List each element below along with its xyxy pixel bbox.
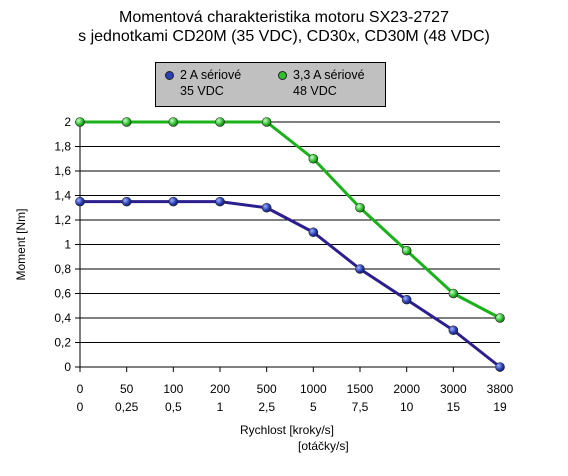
y-tick-label: 0,2	[54, 336, 71, 350]
x-tick-label-secondary: 2,5	[258, 400, 275, 414]
legend-label-series-1: 2 A sériové	[180, 68, 242, 82]
data-point-series-2	[495, 313, 505, 323]
legend-item-series-2: 3,3 A sériové 48 VDC	[278, 67, 365, 99]
data-point-series-1	[168, 196, 179, 207]
y-tick-label: 1,6	[54, 164, 71, 178]
chart-subtitle: s jednotkami CD20M (35 VDC), CD30x, CD30…	[78, 28, 490, 45]
x-tick-label: 1000	[300, 382, 327, 396]
legend-marker-series-1	[165, 71, 174, 80]
x-axis-label-secondary: [otáčky/s]	[298, 439, 349, 453]
series-line-1	[80, 200, 501, 369]
y-tick-label: 2	[64, 115, 71, 129]
x-tick-label: 0	[77, 382, 84, 396]
data-point-series-2	[75, 117, 85, 127]
x-tick-label-secondary: 5	[310, 400, 317, 414]
y-tick-label: 1	[64, 238, 71, 252]
x-tick-label: 200	[210, 382, 230, 396]
x-tick-label-secondary: 0,5	[165, 400, 182, 414]
data-point-series-2	[121, 117, 132, 127]
data-point-series-1	[75, 196, 85, 207]
x-tick-label-secondary: 1	[217, 400, 224, 414]
data-point-series-1	[261, 202, 272, 213]
legend-label2-series-2: 48 VDC	[293, 84, 337, 98]
x-tick-label: 3000	[440, 382, 467, 396]
y-axis-label: Moment [Nm]	[14, 208, 28, 280]
series-line-2	[80, 120, 501, 320]
x-tick-label-secondary: 10	[400, 400, 414, 414]
data-point-series-1	[308, 227, 319, 238]
x-tick-label-secondary: 15	[447, 400, 461, 414]
x-tick-label: 500	[257, 382, 277, 396]
y-tick-label: 1,8	[54, 140, 71, 154]
x-tick-label-secondary: 0	[77, 400, 84, 414]
y-tick-label: 1,2	[54, 213, 71, 227]
data-point-series-2	[261, 117, 272, 127]
x-tick-label: 1500	[347, 382, 374, 396]
data-point-series-1	[355, 264, 365, 274]
y-tick-label: 0,4	[54, 311, 71, 325]
data-point-series-2	[355, 202, 365, 213]
data-point-series-2	[401, 245, 412, 256]
x-tick-label: 100	[163, 382, 183, 396]
legend-marker-series-2	[278, 71, 287, 80]
data-point-series-2	[168, 117, 179, 127]
x-tick-label: 3800	[487, 382, 514, 396]
legend-item-series-1: 2 A sériové 35 VDC	[165, 67, 242, 99]
legend-label2-series-1: 35 VDC	[180, 84, 224, 98]
chart-title: Momentová charakteristika motoru SX23-27…	[119, 9, 449, 26]
y-tick-label: 0,6	[54, 287, 71, 301]
data-point-series-1	[401, 294, 412, 305]
y-tick-label: 0,8	[54, 262, 71, 276]
x-axis-label: Rychlost [kroky/s]	[240, 423, 334, 437]
data-point-series-2	[215, 117, 225, 127]
x-tick-label-secondary: 7,5	[352, 400, 369, 414]
legend-label-series-2: 3,3 A sériové	[293, 68, 365, 82]
data-point-series-2	[448, 288, 459, 299]
data-point-series-1	[448, 325, 459, 336]
x-tick-label-secondary: 19	[493, 400, 507, 414]
y-tick-label: 1,4	[54, 189, 71, 203]
data-point-series-1	[215, 196, 225, 207]
data-point-series-2	[308, 153, 319, 164]
data-point-series-1	[495, 362, 505, 372]
x-tick-label: 50	[120, 382, 134, 396]
legend: 2 A sériové 35 VDC 3,3 A sériové 48 VDC	[155, 62, 386, 107]
data-point-series-1	[121, 196, 132, 207]
x-tick-label-secondary: 0,25	[115, 400, 139, 414]
y-tick-label: 0	[64, 360, 71, 374]
x-tick-label: 2000	[393, 382, 420, 396]
